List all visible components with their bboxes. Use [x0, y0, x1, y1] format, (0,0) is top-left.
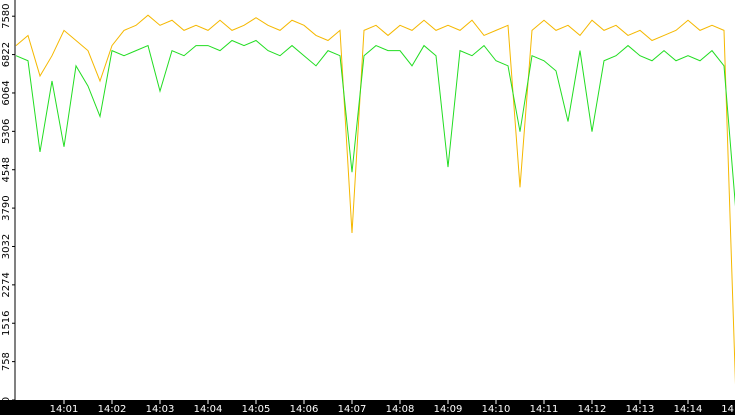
y-tick-label: 0: [1, 397, 12, 403]
x-tick-label: 14:04: [194, 404, 223, 415]
x-tick-label: 14:06: [290, 404, 319, 415]
x-tick-label: 14: [721, 404, 734, 415]
x-tick-label: 14:08: [386, 404, 415, 415]
x-tick-label: 14:03: [146, 404, 175, 415]
y-tick-label: 3032: [1, 234, 12, 259]
x-tick-label: 14:01: [50, 404, 79, 415]
y-tick-label: 758: [1, 352, 12, 371]
y-tick-label: 6822: [1, 42, 12, 67]
x-tick-label: 14:10: [482, 404, 511, 415]
x-tick-label: 14:11: [530, 404, 559, 415]
x-tick-label: 14:09: [434, 404, 463, 415]
y-tick-label: 7580: [1, 3, 12, 28]
y-tick-label: 1516: [1, 311, 12, 336]
series-line: [15, 39, 735, 207]
x-tick-label: 14:14: [674, 404, 703, 415]
x-axis-band: [0, 400, 735, 415]
y-tick-label: 3790: [1, 195, 12, 220]
x-tick-label: 14:05: [242, 404, 271, 415]
x-tick-label: 14:07: [338, 404, 367, 415]
x-tick-label: 14:12: [578, 404, 607, 415]
series-line: [15, 14, 735, 385]
x-tick-label: 14:02: [98, 404, 127, 415]
y-tick-label: 4548: [1, 157, 12, 182]
y-tick-label: 5306: [1, 119, 12, 144]
y-tick-label: 6064: [1, 80, 12, 105]
x-tick-label: 14:13: [626, 404, 655, 415]
y-tick-label: 2274: [1, 272, 12, 297]
